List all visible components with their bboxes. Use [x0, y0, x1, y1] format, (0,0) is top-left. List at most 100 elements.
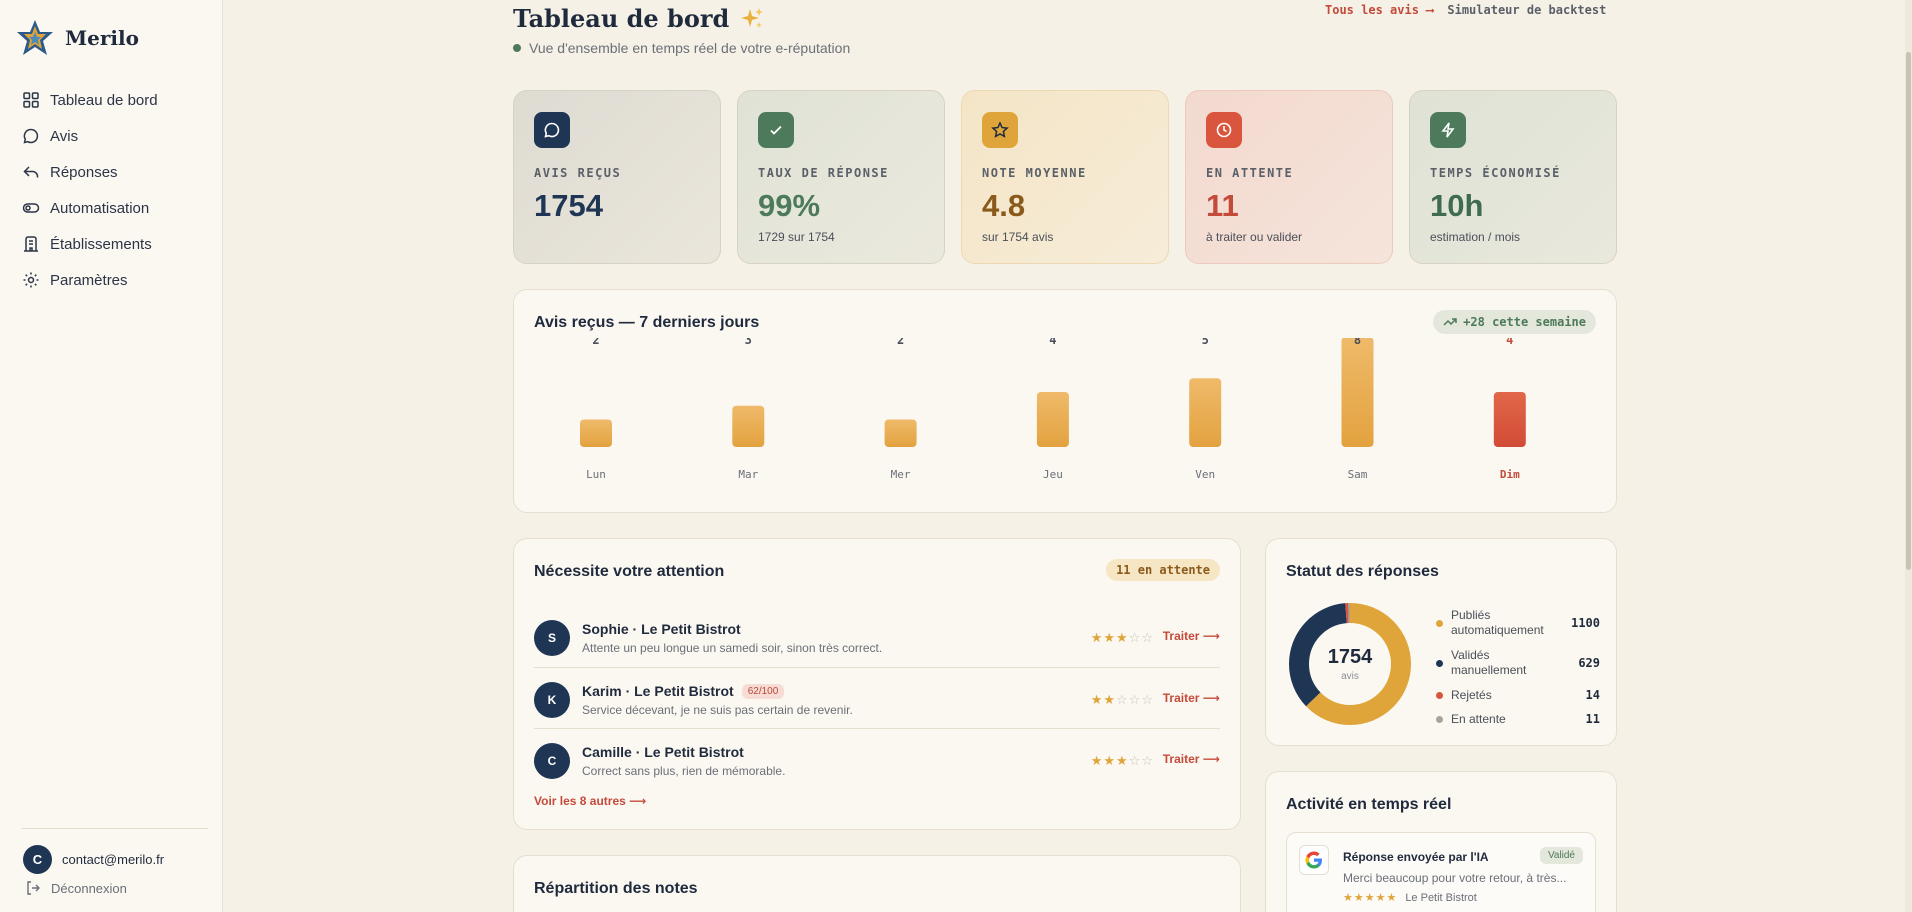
- brand-name: Merilo: [65, 26, 139, 50]
- nav-item-reviews[interactable]: Avis: [22, 118, 212, 154]
- trend-badge: +28 cette semaine: [1433, 310, 1596, 334]
- x-tick-label: Mar: [738, 468, 758, 481]
- legend-item: En attente 11: [1436, 707, 1600, 731]
- bar-lun[interactable]: [580, 419, 612, 448]
- scrollbar-thumb[interactable]: [1906, 52, 1911, 570]
- page-scrollbar[interactable]: [1905, 0, 1912, 912]
- process-review-button[interactable]: Traiter ⟶: [1162, 752, 1220, 766]
- legend-value: 11: [1585, 712, 1600, 726]
- legend-label: Publiés automatiquement: [1451, 608, 1544, 637]
- activity-item[interactable]: Réponse envoyée par l'IA Validé Merci be…: [1286, 832, 1596, 912]
- ratings-distribution-card: Répartition des notes: [513, 855, 1241, 912]
- nav-label: Automatisation: [50, 199, 150, 217]
- bar-value-label: 4: [1506, 338, 1513, 347]
- review-author-name: Sophie · Le Petit Bistrot: [582, 621, 741, 637]
- stat-card-time-saved[interactable]: TEMPS ÉCONOMISÉ 10h estimation / mois: [1409, 90, 1617, 264]
- grid-icon: [23, 92, 39, 108]
- nav-label: Paramètres: [50, 271, 128, 289]
- bar-value-label: 2: [592, 338, 599, 347]
- legend-item: Publiés automatiquement 1100: [1436, 603, 1600, 643]
- logout-button[interactable]: Déconnexion: [25, 880, 127, 896]
- bar-dim[interactable]: [1493, 392, 1526, 447]
- weekly-reviews-card: Avis reçus — 7 derniers jours +28 cette …: [513, 289, 1617, 513]
- stat-card-pending[interactable]: EN ATTENTE 11 à traiter ou valider: [1185, 90, 1393, 264]
- pending-count-badge: 11 en attente: [1106, 559, 1220, 581]
- nav-label: Avis: [50, 127, 79, 145]
- review-author: Sophie · Le Petit Bistrot: [582, 621, 741, 637]
- list-item[interactable]: C Camille · Le Petit Bistrot Correct san…: [534, 728, 1220, 789]
- backtest-simulator-link[interactable]: Simulateur de backtest: [1447, 3, 1607, 17]
- list-item[interactable]: S Sophie · Le Petit Bistrot Attente un p…: [534, 606, 1220, 667]
- message-icon: [534, 112, 570, 148]
- logout-label: Déconnexion: [51, 880, 127, 896]
- avatar: C: [534, 743, 570, 779]
- card-title: Avis reçus — 7 derniers jours: [534, 314, 760, 331]
- stat-label: EN ATTENTE: [1206, 166, 1294, 180]
- user-account[interactable]: C contact@merilo.fr: [23, 845, 164, 874]
- review-author-name: Camille · Le Petit Bistrot: [582, 744, 744, 760]
- review-author: Camille · Le Petit Bistrot: [582, 744, 744, 760]
- bar-value-label: 2: [897, 338, 904, 347]
- legend-dot: [1436, 619, 1443, 627]
- nav-item-replies[interactable]: Réponses: [22, 154, 212, 190]
- trend-badge-text: +28 cette semaine: [1463, 315, 1586, 329]
- process-review-button[interactable]: Traiter ⟶: [1162, 691, 1220, 705]
- all-reviews-link[interactable]: Tous les avis ⟶: [1325, 3, 1434, 17]
- header-links: Tous les avis ⟶ Simulateur de backtest: [1325, 3, 1606, 17]
- nav-item-settings[interactable]: Paramètres: [22, 262, 212, 298]
- legend-value: 629: [1578, 656, 1600, 670]
- card-title: Nécessite votre attention: [534, 563, 725, 580]
- see-more-link[interactable]: Voir les 8 autres ⟶: [534, 794, 647, 808]
- bar-sam[interactable]: [1341, 338, 1374, 447]
- bar-ven[interactable]: [1189, 378, 1222, 447]
- sidebar-divider: [22, 828, 208, 829]
- x-tick-label: Dim: [1500, 468, 1520, 481]
- live-indicator: [513, 44, 521, 52]
- stat-card-response-rate[interactable]: TAUX DE RÉPONSE 99% 1729 sur 1754: [737, 90, 945, 264]
- process-review-button[interactable]: Traiter ⟶: [1162, 629, 1220, 643]
- live-activity-card: Activité en temps réel Réponse envoyée p…: [1265, 771, 1617, 912]
- stat-card-reviews[interactable]: AVIS REÇUS 1754: [513, 90, 721, 264]
- stat-card-average-rating[interactable]: NOTE MOYENNE 4.8 sur 1754 avis: [961, 90, 1169, 264]
- card-title: Répartition des notes: [534, 880, 698, 897]
- stat-value: 99%: [758, 188, 821, 223]
- list-item[interactable]: K Karim · Le Petit Bistrot 62/100 Servic…: [534, 667, 1220, 728]
- gear-icon: [23, 272, 39, 288]
- stat-sub: sur 1754 avis: [982, 230, 1054, 244]
- bar-value-label: 4: [1049, 338, 1056, 347]
- stat-sub: à traiter ou valider: [1206, 230, 1303, 244]
- weekly-bar-chart: 2 Lun 3 Mar 2 Mer 4 Jeu 5 Ven 8 Sam 4 Dim: [580, 338, 1526, 481]
- review-excerpt: Service décevant, je ne suis pas certain…: [582, 703, 853, 717]
- score-badge: 62/100: [741, 683, 785, 699]
- review-excerpt: Attente un peu longue un samedi soir, si…: [582, 641, 883, 655]
- nav-item-establishments[interactable]: Établissements: [22, 226, 212, 262]
- donut-slice-1[interactable]: [1289, 603, 1411, 725]
- x-tick-label: Mer: [891, 468, 911, 481]
- card-title: Statut des réponses: [1286, 563, 1439, 580]
- brand[interactable]: Merilo: [15, 18, 139, 58]
- bar-jeu[interactable]: [1036, 392, 1069, 447]
- legend-dot: [1436, 659, 1443, 667]
- nav-item-dashboard[interactable]: Tableau de bord: [22, 82, 212, 118]
- stat-value: 1754: [534, 188, 603, 223]
- lightning-icon: [1430, 112, 1466, 148]
- stat-label: NOTE MOYENNE: [982, 166, 1087, 180]
- activity-place: Le Petit Bistrot: [1405, 891, 1477, 904]
- bar-mar[interactable]: [732, 405, 765, 447]
- legend-dot: [1436, 691, 1443, 699]
- legend-value: 1100: [1571, 616, 1600, 630]
- subtitle-text: Vue d'ensemble en temps réel de votre e-…: [529, 40, 851, 56]
- nav-label: Réponses: [50, 163, 118, 181]
- stat-label: TAUX DE RÉPONSE: [758, 166, 889, 180]
- legend-item: Rejetés 14: [1436, 683, 1600, 707]
- check-icon: [758, 112, 794, 148]
- x-tick-label: Jeu: [1043, 468, 1063, 481]
- attention-card: Nécessite votre attention 11 en attente …: [513, 538, 1241, 830]
- legend-label: Rejetés: [1451, 687, 1492, 702]
- nav-item-automation[interactable]: Automatisation: [22, 190, 212, 226]
- activity-footer: ★★★★★ Le Petit Bistrot: [1343, 891, 1477, 905]
- star-rating: ★★★☆☆: [1090, 753, 1154, 768]
- donut-slice-3[interactable]: [1289, 603, 1411, 725]
- response-status-card: Statut des réponses 1754 avis Publiés au…: [1265, 538, 1617, 746]
- bar-mer[interactable]: [884, 419, 917, 448]
